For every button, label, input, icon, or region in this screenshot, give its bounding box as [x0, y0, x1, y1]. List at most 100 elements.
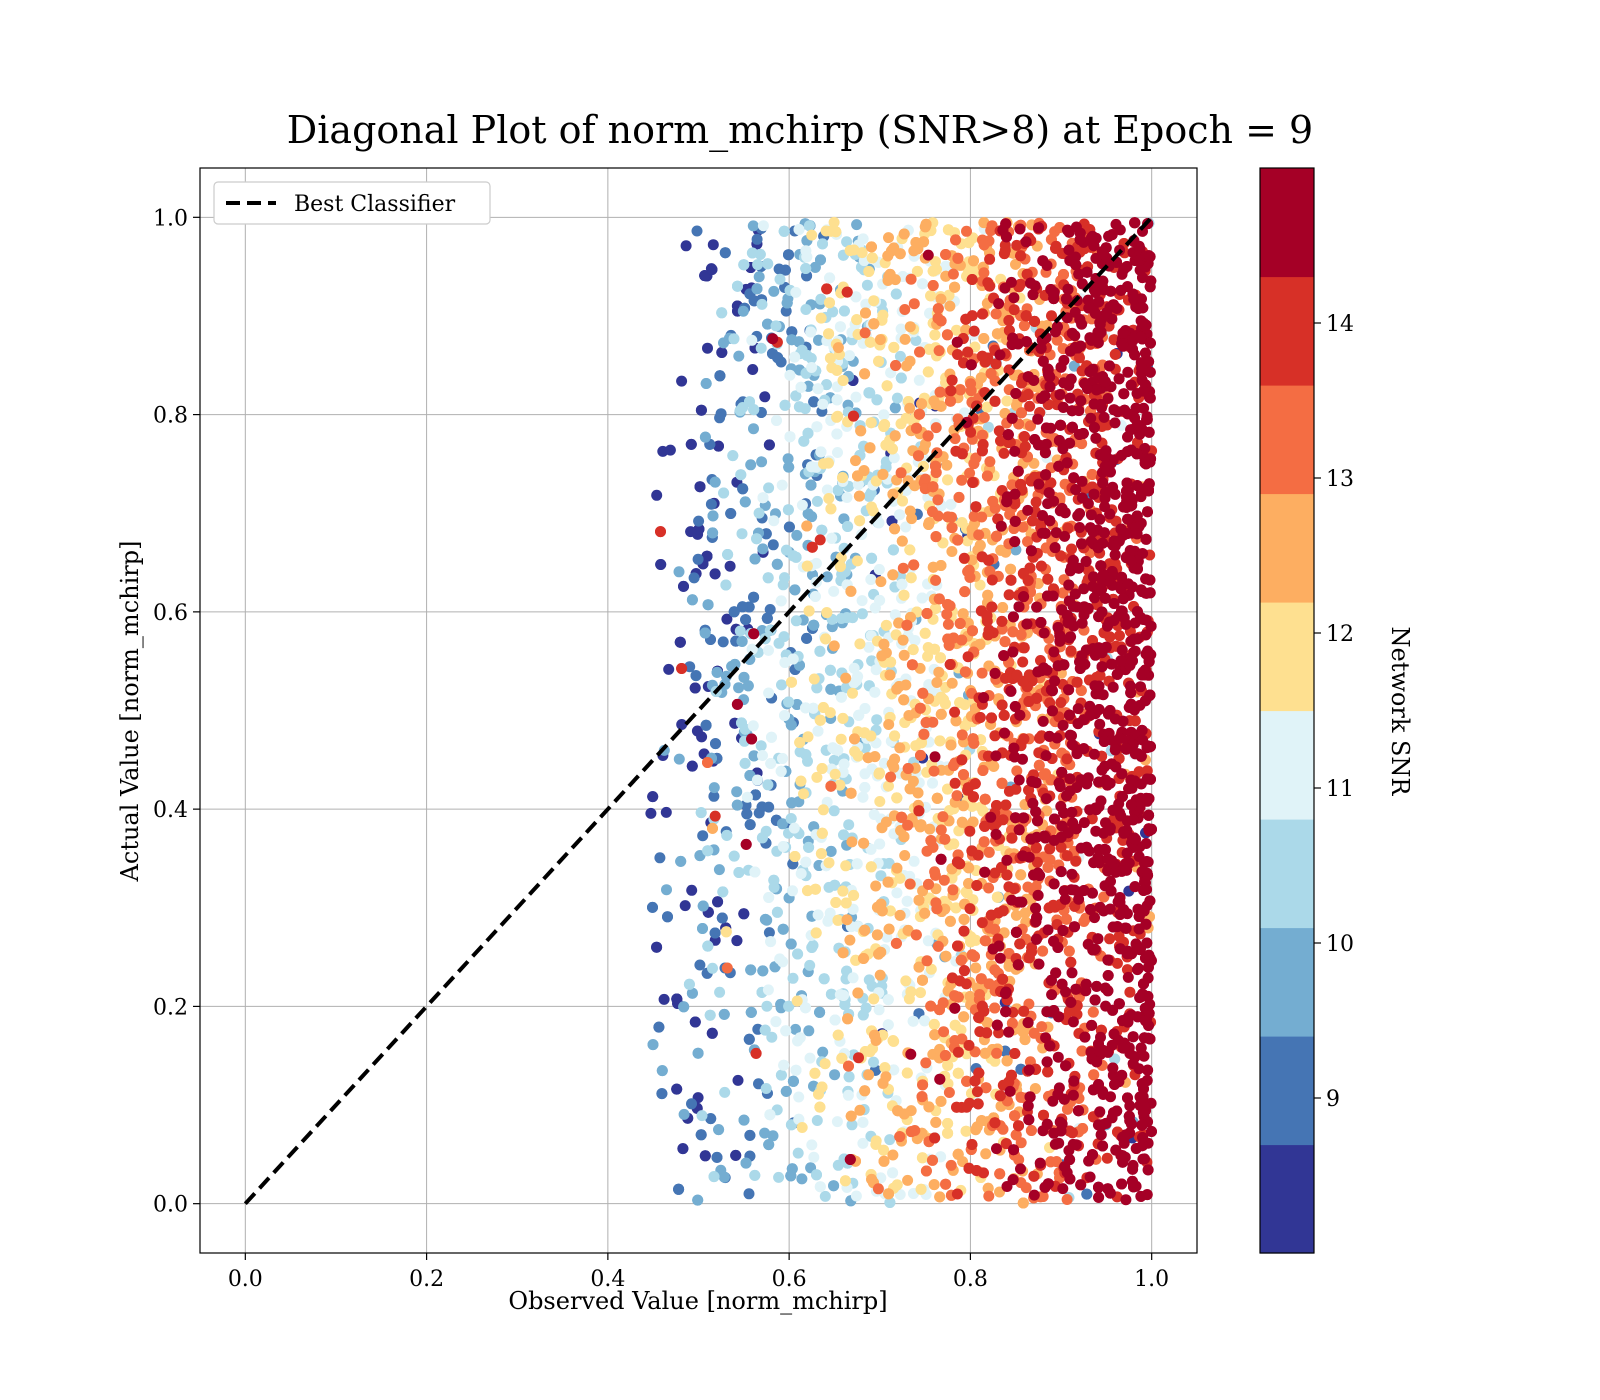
scatter-point — [924, 307, 936, 319]
scatter-point — [946, 972, 958, 984]
scatter-point — [733, 350, 745, 362]
scatter-point — [925, 290, 937, 302]
scatter-point — [930, 603, 941, 614]
scatter-point — [1063, 945, 1075, 957]
scatter-point — [859, 782, 871, 793]
scatter-point — [664, 444, 676, 456]
scatter-point — [983, 882, 995, 894]
scatter-point — [823, 913, 835, 925]
scatter-point — [932, 494, 944, 506]
scatter-point — [879, 419, 891, 431]
scatter-point — [768, 285, 780, 297]
scatter-point — [678, 1108, 690, 1120]
scatter-point — [887, 1035, 899, 1047]
scatter-point — [852, 470, 863, 482]
scatter-point — [871, 929, 883, 941]
scatter-point — [976, 445, 988, 457]
scatter-point — [759, 1127, 771, 1139]
scatter-point — [884, 1134, 896, 1146]
scatter-point — [968, 255, 979, 267]
scatter-point — [852, 750, 864, 762]
scatter-point — [743, 1033, 755, 1045]
scatter-point — [693, 523, 705, 535]
scatter-point — [928, 1179, 940, 1191]
scatter-point — [1006, 479, 1018, 491]
scatter-point — [966, 310, 978, 322]
scatter-point — [727, 450, 739, 462]
scatter-point — [767, 1130, 779, 1142]
scatter-point — [915, 749, 926, 761]
scatter-point — [1010, 783, 1022, 795]
scatter-point — [730, 1149, 742, 1161]
scatter-point — [889, 523, 901, 535]
scatter-point — [818, 973, 830, 985]
scatter-point — [780, 305, 792, 317]
scatter-point — [654, 852, 666, 864]
scatter-point — [735, 469, 747, 481]
scatter-point — [771, 558, 783, 570]
scatter-point — [945, 739, 957, 751]
scatter-point — [756, 456, 768, 468]
scatter-point — [1003, 315, 1015, 326]
scatter-point — [978, 333, 990, 344]
scatter-point — [821, 607, 833, 619]
scatter-point — [713, 864, 725, 876]
scatter-point — [835, 613, 847, 624]
scatter-point — [896, 535, 908, 547]
scatter-point — [741, 791, 753, 803]
scatter-point — [1020, 1182, 1032, 1194]
scatter-point — [787, 653, 799, 665]
scatter-point — [902, 763, 914, 774]
scatter-point — [889, 402, 901, 414]
scatter-point — [1030, 842, 1042, 854]
scatter-point — [900, 412, 912, 424]
scatter-point — [834, 989, 846, 1001]
scatter-point — [859, 368, 871, 380]
scatter-point — [845, 585, 857, 597]
scatter-point — [997, 602, 1009, 613]
scatter-point — [920, 1165, 932, 1177]
scatter-point — [811, 682, 823, 694]
scatter-point — [829, 1069, 841, 1081]
scatter-point — [989, 964, 1001, 976]
scatter-point — [825, 845, 837, 857]
scatter-point — [707, 962, 718, 974]
scatter-point — [930, 1116, 942, 1128]
scatter-point — [934, 386, 946, 398]
scatter-point — [913, 894, 925, 906]
scatter-point — [1087, 1006, 1099, 1018]
scatter-point — [815, 293, 827, 305]
scatter-point — [975, 973, 987, 985]
scatter-point — [801, 520, 813, 532]
scatter-point — [1015, 869, 1027, 881]
scatter-points — [645, 216, 1158, 1209]
scatter-point — [958, 913, 970, 925]
scatter-point — [748, 423, 759, 435]
scatter-point — [718, 1008, 730, 1020]
scatter-point — [1101, 1152, 1113, 1164]
scatter-point — [714, 370, 726, 382]
scatter-point — [780, 1085, 792, 1097]
scatter-point — [850, 291, 862, 303]
scatter-point — [751, 533, 763, 545]
scatter-point — [933, 666, 945, 678]
scatter-point — [803, 1025, 815, 1037]
scatter-point — [790, 551, 802, 563]
scatter-point — [848, 889, 860, 901]
scatter-point — [930, 422, 942, 434]
scatter-point — [1104, 933, 1116, 945]
scatter-point — [961, 225, 972, 237]
scatter-point — [790, 615, 802, 627]
scatter-point — [960, 1125, 972, 1137]
scatter-point — [809, 1067, 821, 1079]
scatter-point — [1011, 239, 1023, 251]
scatter-point — [819, 1190, 831, 1202]
scatter-point — [1015, 1091, 1027, 1103]
scatter-point — [840, 672, 852, 684]
scatter-point — [939, 903, 951, 915]
scatter-point — [956, 729, 968, 741]
scatter-point — [997, 905, 1009, 917]
scatter-point — [864, 387, 876, 399]
scatter-point — [710, 738, 721, 750]
scatter-point — [747, 720, 759, 732]
